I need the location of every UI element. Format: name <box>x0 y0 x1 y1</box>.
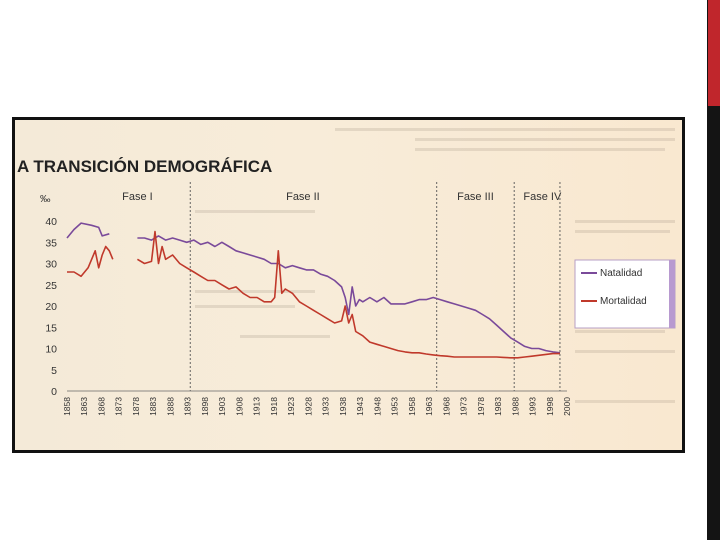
x-tick-label: 1893 <box>183 397 193 416</box>
phase-dividers <box>189 182 561 391</box>
phase-labels: Fase I Fase II Fase III Fase IV <box>122 191 562 203</box>
x-tick-label: 1888 <box>165 397 175 416</box>
x-tick-label: 1968 <box>441 397 451 416</box>
x-tick-label: 1928 <box>303 397 313 416</box>
legend-box <box>574 259 676 329</box>
legend-label-mortalidad: Mortalidad <box>600 296 647 307</box>
x-tick-label: 1943 <box>355 397 365 416</box>
x-tick-label: 1993 <box>528 397 538 416</box>
phase-label: Fase IV <box>523 191 562 203</box>
x-tick-label: 1903 <box>217 397 227 416</box>
y-axis-ticks: 0 5 10 15 20 25 30 35 40 <box>45 216 57 398</box>
y-tick-label: 5 <box>51 365 57 377</box>
phase-label: Fase II <box>286 191 320 203</box>
x-tick-label: 1878 <box>131 397 141 416</box>
y-tick-label: 30 <box>45 259 57 271</box>
x-tick-label: 1958 <box>407 397 417 416</box>
x-tick-label: 1923 <box>286 397 296 416</box>
background-texture <box>195 128 675 403</box>
x-tick-label: 1908 <box>234 397 244 416</box>
y-tick-label: 35 <box>45 237 57 249</box>
x-tick-label: 1933 <box>321 397 331 416</box>
x-tick-label: 1868 <box>96 397 106 416</box>
chart-image-frame: A TRANSICIÓN DEMOGRÁFICA ‰ 0 5 10 15 20 25 30 3… <box>12 117 685 453</box>
y-tick-label: 25 <box>45 280 57 292</box>
x-tick-label: 1978 <box>476 397 486 416</box>
x-tick-label: 1983 <box>493 397 503 416</box>
series-line-mortalidad <box>136 230 560 359</box>
y-tick-label: 0 <box>51 386 57 398</box>
x-tick-label: 1918 <box>269 397 279 416</box>
phase-label: Fase I <box>122 191 153 203</box>
slide-accent-bar <box>708 0 720 106</box>
demographic-transition-chart: A TRANSICIÓN DEMOGRÁFICA ‰ 0 5 10 15 20 25 30 3… <box>17 128 676 416</box>
x-tick-label: 1973 <box>459 397 469 416</box>
legend: Natalidad Mortalidad <box>574 259 676 329</box>
series-line-natalidad <box>66 222 110 239</box>
x-tick-label: 2000 <box>562 397 572 416</box>
x-tick-label: 1998 <box>545 397 555 416</box>
y-tick-label: 20 <box>45 301 57 313</box>
y-tick-label: 10 <box>45 344 57 356</box>
y-tick-label: 15 <box>45 322 57 334</box>
x-tick-label: 1898 <box>200 397 210 416</box>
y-tick-label: 40 <box>45 216 57 228</box>
x-tick-label: 1883 <box>148 397 158 416</box>
x-tick-label: 1873 <box>114 397 124 416</box>
x-tick-label: 1858 <box>62 397 72 416</box>
legend-accent <box>669 260 675 328</box>
series-line-mortalidad <box>67 245 114 278</box>
x-tick-label: 1913 <box>252 397 262 416</box>
series-line-natalidad <box>137 235 561 354</box>
slide-side-bar <box>707 0 720 540</box>
x-axis-ticks: 1858 1863 1868 1873 1878 1883 1888 1893 1898 1903… <box>62 397 572 416</box>
y-axis-unit-label: ‰ <box>40 193 51 205</box>
legend-label-natalidad: Natalidad <box>600 268 642 279</box>
x-tick-label: 1863 <box>79 397 89 416</box>
phase-label: Fase III <box>457 191 494 203</box>
x-tick-label: 1963 <box>424 397 434 416</box>
x-tick-label: 1953 <box>390 397 400 416</box>
chart-title: A TRANSICIÓN DEMOGRÁFICA <box>17 157 272 176</box>
x-tick-label: 1948 <box>372 397 382 416</box>
x-tick-label: 1988 <box>510 397 520 416</box>
x-tick-label: 1938 <box>338 397 348 416</box>
series-lines <box>66 222 561 359</box>
